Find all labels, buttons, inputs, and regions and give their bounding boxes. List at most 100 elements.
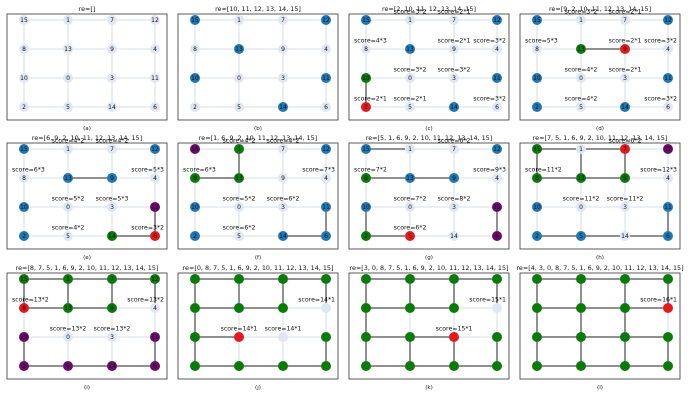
node-label: 13	[235, 175, 243, 182]
node-9	[107, 303, 117, 313]
node-8	[361, 44, 371, 54]
node-8	[361, 173, 371, 183]
node-label: 7	[452, 17, 456, 24]
node-1	[576, 144, 586, 154]
panel-frame	[348, 272, 510, 380]
node-2	[361, 102, 371, 112]
node-label: 15	[191, 17, 199, 24]
node-13	[405, 173, 415, 183]
node-7	[620, 274, 630, 284]
node-label: 3	[623, 204, 627, 211]
node-2	[19, 231, 29, 241]
node-15	[190, 15, 200, 25]
node-label: 2	[364, 104, 368, 111]
node-label: 5	[66, 104, 70, 111]
node-9	[620, 303, 630, 313]
score-label: score=6*3	[183, 167, 216, 174]
node-4	[321, 303, 331, 313]
node-8	[532, 44, 542, 54]
score-label: score=6*2	[223, 225, 256, 232]
node-label: 8	[22, 175, 26, 182]
node-2	[361, 361, 371, 371]
panel-title: re=[1, 6, 9, 2, 10, 11, 12, 13, 14, 15]	[199, 134, 317, 142]
panel-5: re=[6, 9, 2, 10, 11, 12, 13, 14, 15] 15 1 7…	[6, 134, 168, 261]
node-12	[492, 144, 502, 154]
node-label: 4	[666, 46, 670, 53]
node-8	[19, 173, 29, 183]
node-14	[620, 231, 630, 241]
node-10	[190, 73, 200, 83]
node-label: 0	[579, 204, 583, 211]
node-label: 10	[362, 75, 370, 82]
score-label: score=4*3	[354, 38, 387, 45]
node-2	[532, 231, 542, 241]
node-9	[107, 44, 117, 54]
node-label: 3	[623, 75, 627, 82]
node-1	[405, 274, 415, 284]
panel-title: re=[6, 9, 2, 10, 11, 12, 13, 14, 15]	[32, 134, 142, 142]
node-11	[492, 202, 502, 212]
score-label: score=13*2	[94, 326, 131, 333]
node-label: 1	[237, 17, 241, 24]
node-label: 11	[322, 204, 330, 211]
node-label: 6	[324, 104, 328, 111]
node-0	[576, 202, 586, 212]
node-label: 8	[193, 175, 197, 182]
node-1	[234, 274, 244, 284]
node-label: 0	[237, 204, 241, 211]
node-label: 9	[452, 46, 456, 53]
node-4	[150, 303, 160, 313]
node-1	[576, 15, 586, 25]
node-label: 15	[362, 146, 370, 153]
node-1	[405, 15, 415, 25]
panel-7: re=[5, 1, 6, 9, 2, 10, 11, 12, 13, 14, 1…	[348, 134, 510, 261]
score-label: score=13*2	[127, 297, 164, 304]
node-13	[63, 173, 73, 183]
node-label: 11	[493, 204, 501, 211]
panel-title: re=[5, 1, 6, 9, 2, 10, 11, 12, 13, 14, 1…	[366, 134, 493, 142]
node-0	[63, 202, 73, 212]
node-4	[321, 44, 331, 54]
panel-caption: (i)	[84, 385, 90, 391]
panel-frame	[348, 142, 510, 250]
node-3	[107, 202, 117, 212]
node-5	[576, 231, 586, 241]
node-label: 1	[408, 17, 412, 24]
node-10	[19, 202, 29, 212]
node-14	[278, 361, 288, 371]
score-label: score=6*2	[267, 196, 300, 203]
node-7	[107, 274, 117, 284]
node-label: 2	[193, 233, 197, 240]
node-label: 9	[281, 175, 285, 182]
node-label: 8	[22, 46, 26, 53]
node-10	[361, 73, 371, 83]
panel-frame	[177, 142, 339, 250]
panel-caption: (g)	[425, 255, 433, 261]
node-13	[576, 303, 586, 313]
node-label: 1	[66, 276, 70, 283]
score-label: score=3*2	[394, 9, 427, 16]
node-label: 13	[235, 46, 243, 53]
score-label: score=6*2	[394, 225, 427, 232]
node-3	[107, 332, 117, 342]
node-label: 5	[237, 233, 241, 240]
node-label: 12	[151, 17, 159, 24]
score-label: score=4*2	[565, 67, 598, 74]
node-12	[321, 274, 331, 284]
node-6	[321, 102, 331, 112]
node-15	[532, 144, 542, 154]
node-label: 14	[279, 104, 287, 111]
node-label: 9	[281, 46, 285, 53]
node-6	[150, 231, 160, 241]
score-label: score=2*1	[609, 67, 642, 74]
score-label: score=13*2	[12, 297, 49, 304]
node-7	[449, 274, 459, 284]
node-4	[663, 44, 673, 54]
node-label: 10	[20, 204, 28, 211]
score-label: score=7*2	[354, 167, 387, 174]
node-9	[107, 173, 117, 183]
score-label: score=4*2	[565, 96, 598, 103]
node-14	[449, 231, 459, 241]
node-7	[107, 144, 117, 154]
node-4	[492, 44, 502, 54]
